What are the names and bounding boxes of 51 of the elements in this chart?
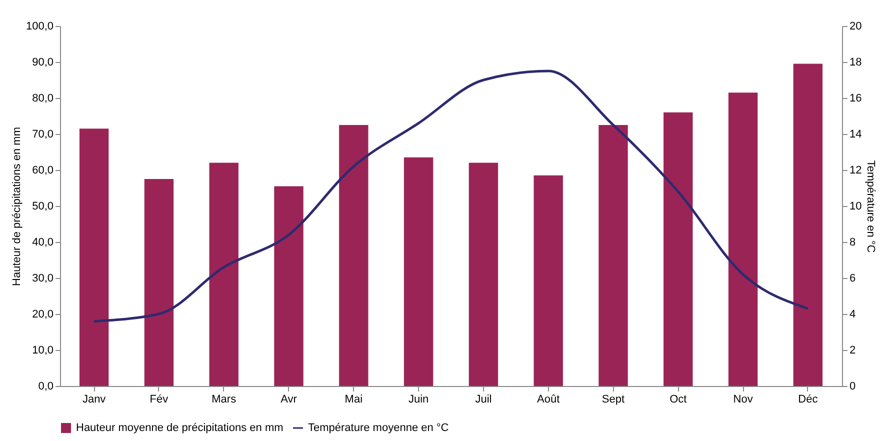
bar <box>598 125 628 386</box>
y2-tick-label: 18 <box>850 56 862 68</box>
x-tick-label: Juil <box>475 394 492 406</box>
x-tick-label: Fév <box>150 394 169 406</box>
bar <box>664 112 693 386</box>
y-tick-label: 90,0 <box>32 56 54 68</box>
y2-tick-label: 10 <box>850 200 862 212</box>
y2-tick-label: 16 <box>850 92 862 104</box>
x-tick-label: Août <box>537 394 560 406</box>
bar <box>793 64 823 386</box>
y2-tick-label: 14 <box>850 128 862 140</box>
y2-tick-label: 2 <box>850 344 856 356</box>
bar <box>339 125 368 386</box>
y2-tick-label: 0 <box>850 380 856 392</box>
y-tick-label: 0,0 <box>38 380 54 392</box>
y2-tick-label: 8 <box>850 236 856 248</box>
bar <box>274 186 304 386</box>
y2-axis-title: Température en °C <box>864 160 877 253</box>
y2-tick-label: 12 <box>850 164 862 176</box>
y-tick-label: 70,0 <box>32 128 54 140</box>
x-tick-label: Janv <box>82 394 106 406</box>
legend-label: Hauteur moyenne de précipitations en mm <box>76 422 284 434</box>
x-tick-label: Sept <box>602 394 625 406</box>
line-series <box>92 70 810 322</box>
bar <box>144 179 174 386</box>
x-tick-label: Mars <box>212 394 237 406</box>
legend-label: Température moyenne en °C <box>308 422 449 434</box>
bar <box>468 162 498 386</box>
y-tick-label: 30,0 <box>32 272 54 284</box>
x-tick-label: Déc <box>798 394 818 406</box>
bar <box>728 92 758 386</box>
x-tick-label: Mai <box>344 394 363 406</box>
bar <box>404 157 434 386</box>
x-tick-label: Oct <box>670 394 687 406</box>
y2-tick-label: 6 <box>850 272 856 284</box>
bar <box>534 175 563 386</box>
x-tick-label: Nov <box>733 394 754 406</box>
y-axis-title: Hauteur de précipitations en mm <box>10 127 23 286</box>
y-tick-label: 20,0 <box>32 308 54 320</box>
y-tick-label: 60,0 <box>32 164 54 176</box>
y-tick-label: 80,0 <box>32 92 54 104</box>
y-tick-label: 100,0 <box>26 20 54 32</box>
y2-tick-label: 20 <box>850 20 862 32</box>
y-tick-label: 10,0 <box>32 344 54 356</box>
x-tick-label: Avr <box>280 394 298 406</box>
bar <box>209 162 238 386</box>
y2-tick-label: 4 <box>850 308 856 320</box>
y-tick-label: 40,0 <box>32 236 54 248</box>
y-tick-label: 50,0 <box>32 200 54 212</box>
bar <box>79 128 109 386</box>
x-tick-label: Juin <box>408 394 429 406</box>
